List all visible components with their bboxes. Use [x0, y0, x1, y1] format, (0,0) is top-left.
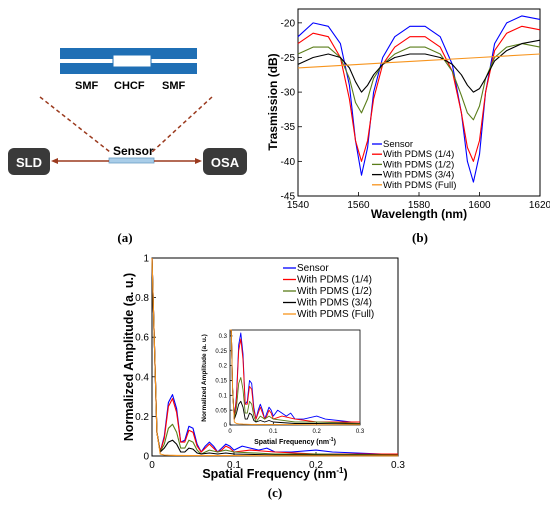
y-tick-label: 0 [224, 423, 228, 429]
fiber-label-chcf: CHCF [114, 80, 145, 92]
y-tick-label: 0.3 [219, 334, 228, 340]
y-tick-label: 0.1 [219, 393, 228, 399]
legend-label: With PDMS (3/4) [383, 170, 454, 181]
osa-box [203, 148, 247, 175]
legend-label: Sensor [297, 263, 329, 274]
x-tick-label: 0.3 [391, 460, 405, 471]
legend-label: With PDMS (3/4) [297, 298, 372, 309]
y-tick-label: -35 [281, 122, 296, 133]
caption-b: (b) [412, 230, 428, 245]
arrowhead-osa [195, 158, 202, 164]
x-tick-label: 0.1 [227, 460, 241, 471]
x-tick-label: 0.2 [309, 460, 323, 471]
sensor-element [108, 157, 155, 164]
caption-c: (c) [268, 485, 282, 500]
inset-frame [229, 329, 361, 426]
series-line-1 [297, 25, 541, 162]
chart-c-ylabel: Normalized Amplitude (a. u.) [122, 273, 136, 441]
x-tick-label: 1540 [287, 200, 310, 211]
y-tick-label: 0.2 [135, 412, 149, 423]
sld-box [8, 148, 50, 175]
panel-a-schematic: SMF CHCF SMF Sensor SLD OSA [8, 48, 247, 175]
inset-ylabel: Normalized Amplitude (a. u.) [201, 334, 208, 422]
y-tick-label: 0.05 [215, 408, 227, 414]
y-tick-label: -20 [281, 18, 296, 29]
legend-label: With PDMS (1/2) [297, 286, 372, 297]
x-tick-label: 0.1 [269, 429, 278, 435]
y-tick-label: -30 [281, 88, 296, 99]
x-tick-label: 0.3 [356, 429, 365, 435]
zoom-line-right [151, 96, 213, 153]
chart-c-inset: 0 0.1 0.2 0.3 0 0.05 0.1 0.15 0.2 0.25 0.3 Spatial… [201, 329, 365, 446]
inset-series [230, 329, 361, 426]
y-tick-label: 0.4 [135, 372, 149, 383]
legend-label: With PDMS (1/4) [297, 275, 372, 286]
series-line-4 [151, 257, 398, 457]
series-line-4 [230, 329, 360, 426]
inset-xlabel: Spatial Frequency (nm-1) [254, 437, 336, 446]
osa-label: OSA [211, 155, 240, 170]
x-tick-label: 1560 [347, 200, 370, 211]
x-tick-label: 0 [228, 429, 232, 435]
y-tick-label: 0.8 [135, 293, 149, 304]
x-tick-label: 1600 [468, 200, 491, 211]
fiber-label-smf-right: SMF [162, 80, 186, 92]
series-line-1 [230, 329, 360, 423]
series-line-4 [297, 53, 541, 69]
zoom-line-left [39, 96, 111, 153]
chart-b-xlabel: Wavelength (nm) [371, 207, 467, 221]
series-line-3 [230, 329, 361, 425]
arrowhead-sld [51, 158, 58, 164]
y-tick-label: 0.6 [135, 333, 149, 344]
y-tick-label: -25 [281, 53, 296, 64]
legend-label: With PDMS (1/4) [383, 149, 454, 160]
chart-b-ticks: 1540 1560 1580 1600 1620 -45 -40 -35 -30 -25 -20 [281, 18, 550, 211]
series-line-2 [230, 329, 361, 424]
chart-b-series [297, 15, 541, 183]
series-line-3 [151, 257, 399, 456]
y-tick-label: 0.25 [215, 349, 227, 355]
y-tick-label: 0 [143, 452, 149, 463]
chart-c-xlabel: Spatial Frequency (nm-1) [202, 466, 347, 481]
y-tick-label: -40 [281, 157, 296, 168]
legend-label: With PDMS (1/2) [383, 159, 454, 170]
y-tick-label: -45 [281, 192, 296, 203]
x-tick-label: 1580 [408, 200, 431, 211]
chart-c-series [151, 257, 399, 457]
x-tick-label: 0 [149, 460, 155, 471]
y-tick-label: 1 [143, 254, 149, 265]
caption-a: (a) [117, 230, 132, 245]
chart-c-ticks: 0 0.1 0.2 0.3 0 0.2 0.4 0.6 0.8 1 [135, 254, 405, 472]
y-tick-label: 0.2 [219, 364, 228, 370]
chart-b-ylabel: Trasmission (dB) [266, 53, 280, 150]
series-line-2 [151, 257, 399, 456]
y-tick-label: 0.15 [215, 379, 227, 385]
fiber-label-smf-left: SMF [75, 80, 99, 92]
legend-label: With PDMS (Full) [383, 180, 456, 191]
x-tick-label: 0.2 [312, 429, 321, 435]
series-line-3 [297, 39, 541, 93]
chcf-cavity [112, 54, 152, 68]
chart-b-transmission: 1540 1560 1580 1600 1620 -45 -40 -35 -30 -25 -20 S… [266, 8, 550, 221]
sensor-label: Sensor [113, 144, 154, 158]
legend-label: With PDMS (Full) [297, 309, 374, 320]
x-tick-label: 1620 [529, 200, 550, 211]
series-line-0 [230, 329, 360, 423]
legend-label: Sensor [383, 139, 413, 150]
sld-label: SLD [16, 155, 42, 170]
